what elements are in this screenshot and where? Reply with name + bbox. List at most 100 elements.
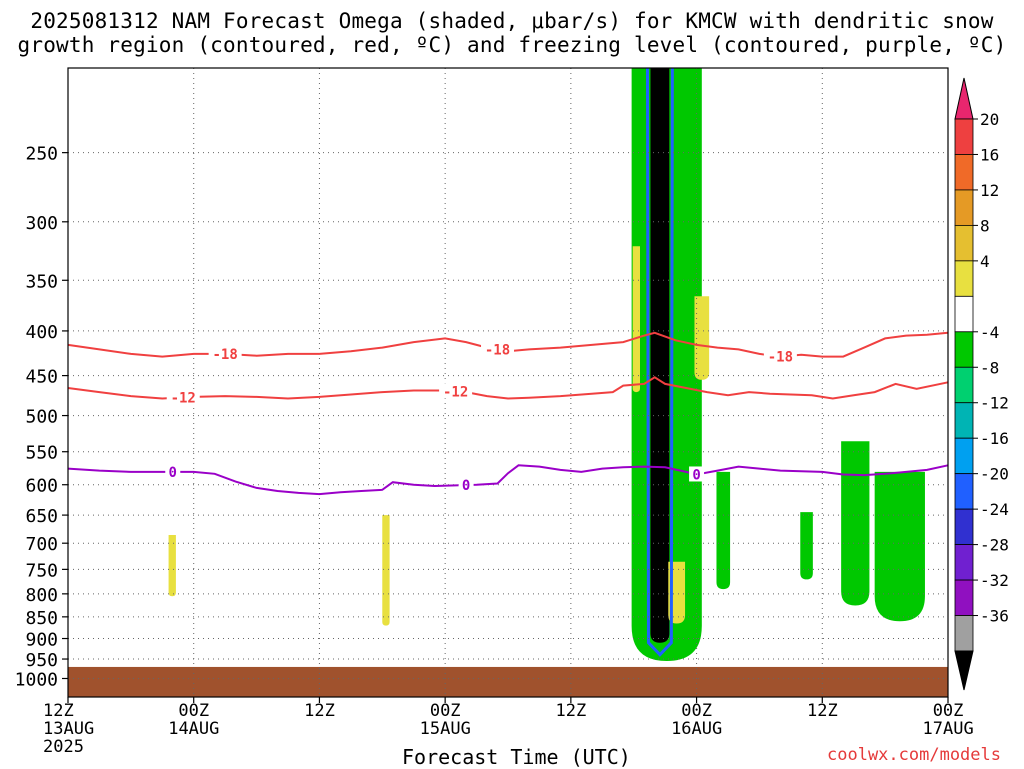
contour-label-bg-0-1	[481, 341, 515, 357]
contour-label-bg-0-2	[763, 348, 797, 364]
y-tick-label-9: 700	[25, 534, 58, 555]
colorbar-label-9: -20	[980, 465, 1009, 484]
colorbar-label-4: 4	[980, 252, 990, 271]
terrain-fill	[68, 666, 948, 697]
y-tick-label-8: 650	[25, 506, 58, 527]
colorbar-label-10: -24	[980, 500, 1009, 519]
x-tick-label-3-0: 00Z	[429, 701, 461, 721]
y-tick-label-15: 1000	[15, 669, 58, 690]
omega-region-5	[382, 515, 390, 626]
temperature-contours: -18 -18 -18 -12 -12 0 0 0	[67, 331, 949, 496]
x-tick-label-6-0: 12Z	[806, 701, 838, 721]
omega-region-8	[800, 512, 813, 580]
colorbar-swatch-4	[954, 260, 974, 297]
x-tick-label-7-0: 00Z	[932, 701, 964, 721]
colorbar-label-12: -32	[980, 571, 1009, 590]
contour-label-1-0: -12	[171, 390, 196, 406]
colorbar-label-7: -12	[980, 394, 1009, 413]
plot-frame	[67, 67, 949, 698]
colorbar-swatch-14	[954, 615, 974, 652]
x-tick-label-0-2: 2025	[43, 737, 84, 757]
x-tick-label-1-0: 00Z	[178, 701, 210, 721]
omega-shading	[168, 67, 925, 662]
contour-line-0	[67, 331, 949, 358]
chart-title-line-2: growth region (contoured, red, ºC) and f…	[17, 33, 1007, 57]
contour-line-2	[67, 464, 949, 496]
contour-label-2-1: 0	[462, 478, 470, 494]
y-tick-label-13: 900	[25, 630, 58, 651]
omega-region-9	[841, 441, 870, 606]
colorbar-swatch-2	[954, 189, 974, 226]
x-tick-label-5-0: 00Z	[681, 701, 712, 721]
colorbar-label-13: -36	[980, 607, 1009, 626]
y-tick-label-2: 350	[25, 271, 58, 292]
y-tick-label-10: 750	[25, 560, 58, 581]
contour-label-bg-2-1	[458, 477, 474, 493]
x-tick-label-4-0: 12Z	[555, 701, 587, 721]
x-axis-label: Forecast Time (UTC)	[402, 745, 631, 769]
omega-region-4	[694, 296, 710, 380]
contour-label-0-0: -18	[212, 347, 237, 363]
contour-label-0-2: -18	[768, 350, 793, 366]
colorbar: 20 16 12 8 4 -4 -8 -12 -16 -20 -24 -28 -32 -36	[954, 77, 1009, 691]
chart-title-line-1: 2025081312 NAM Forecast Omega (shaded, μ…	[30, 9, 994, 33]
y-tick-label-12: 850	[25, 608, 58, 629]
colorbar-bottom-arrow	[954, 650, 974, 691]
y-tick-label-14: 950	[25, 650, 58, 671]
x-tick-label-0-0: 12Z	[43, 701, 74, 721]
colorbar-swatch-11	[954, 508, 974, 545]
grid-lines	[68, 68, 948, 697]
colorbar-swatch-1	[954, 154, 974, 191]
colorbar-label-11: -28	[980, 536, 1009, 555]
y-tick-label-1: 300	[25, 213, 58, 234]
colorbar-label-5: -4	[980, 323, 999, 342]
y-tick-label-7: 600	[25, 476, 58, 497]
y-tick-label-3: 400	[25, 322, 58, 343]
omega-region-3	[632, 246, 640, 393]
contour-label-2-2: 0	[692, 467, 700, 483]
contour-label-1-1: -12	[443, 384, 468, 400]
x-tick-label-3-1: 15AUG	[419, 719, 471, 739]
y-tick-label-4: 450	[25, 367, 58, 388]
colorbar-swatch-3	[954, 224, 974, 262]
colorbar-swatch-12	[954, 544, 974, 581]
y-tick-label-6: 550	[25, 443, 58, 464]
colorbar-swatch-6	[954, 331, 974, 368]
omega-region-7	[716, 471, 731, 590]
x-tick-label-7-1: 17AUG	[922, 719, 974, 739]
colorbar-label-6: -8	[980, 358, 999, 377]
colorbar-label-1: 16	[980, 145, 999, 164]
contour-line-1	[67, 376, 949, 400]
colorbar-label-2: 12	[980, 181, 999, 200]
colorbar-swatch-10	[954, 473, 974, 510]
colorbar-swatch-9	[954, 437, 974, 475]
x-tick-label-2-0: 12Z	[304, 701, 335, 721]
terrain-rect	[68, 666, 948, 697]
y-axis-ticks: 2503003504004505005506006507007508008509…	[15, 144, 949, 703]
y-tick-label-0: 250	[25, 144, 58, 165]
colorbar-swatch-13	[954, 579, 974, 616]
colorbar-label-3: 8	[980, 216, 990, 235]
colorbar-swatch-5	[954, 295, 974, 333]
contour-label-2-0: 0	[169, 465, 177, 481]
colorbar-swatch-8	[954, 402, 974, 439]
colorbar-label-8: -16	[980, 429, 1009, 448]
contour-label-0-1: -18	[485, 342, 510, 358]
colorbar-swatch-0	[954, 118, 974, 155]
y-tick-label-5: 500	[25, 407, 58, 428]
omega-region-0	[650, 68, 670, 643]
x-tick-label-0-1: 13AUG	[43, 719, 95, 739]
colorbar-swatch-7	[954, 366, 974, 404]
colorbar-label-0: 20	[980, 110, 999, 129]
contour-label-bg-1-1	[439, 383, 473, 399]
x-tick-label-1-1: 14AUG	[168, 719, 220, 739]
omega-region-10	[874, 471, 925, 622]
y-tick-label-11: 800	[25, 585, 58, 606]
omega-region-6	[168, 534, 176, 597]
contour-label-bg-1-0	[166, 389, 200, 405]
contour-label-bg-2-2	[689, 466, 705, 482]
colorbar-top-arrow	[954, 77, 974, 120]
site-credit: coolwx.com/models	[827, 745, 1001, 765]
omega-core-edge	[645, 67, 674, 657]
